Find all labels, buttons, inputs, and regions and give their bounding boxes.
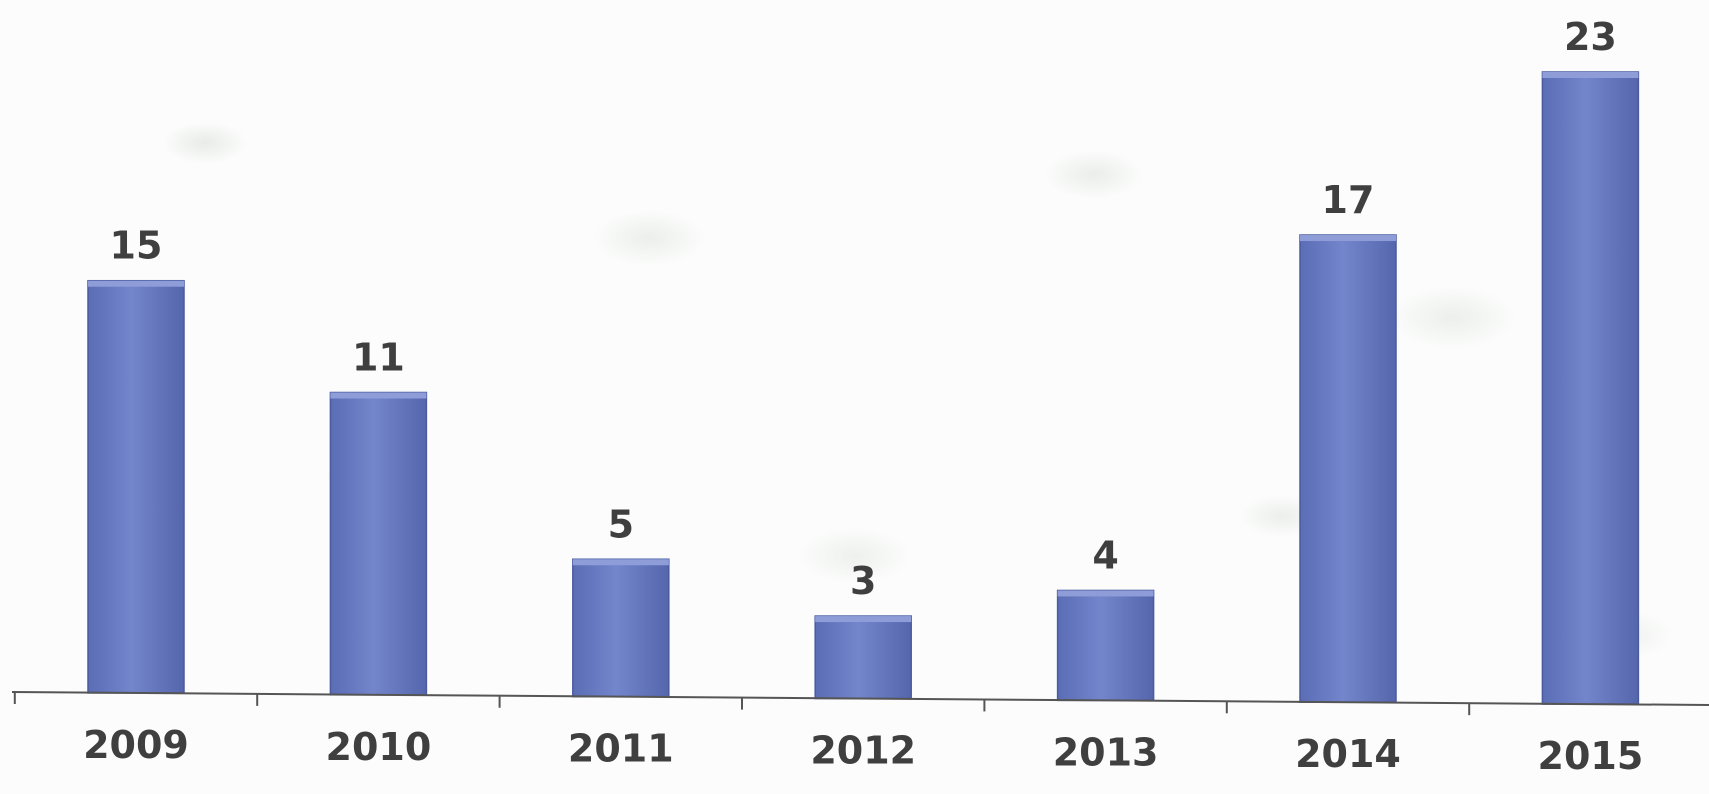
bars-layer [87, 71, 1640, 705]
x-tick-label-2011: 2011 [568, 727, 674, 771]
x-tick-label-2009: 2009 [83, 723, 189, 767]
data-label-2011: 5 [608, 502, 634, 546]
bar-2012 [814, 615, 912, 700]
bar-top-highlight-2010 [330, 392, 427, 399]
x-tick-label-2010: 2010 [326, 725, 432, 769]
x-tick-label-2014: 2014 [1295, 732, 1401, 776]
bar-2010 [329, 391, 428, 696]
bar-top-highlight-2012 [815, 616, 912, 623]
bar-top-highlight-2014 [1300, 235, 1396, 242]
data-label-2010: 11 [352, 336, 405, 380]
data-label-2013: 4 [1092, 533, 1118, 577]
x-axis-line [11, 691, 1709, 706]
axis-ticks-layer [13, 692, 1471, 716]
bar-2009 [87, 279, 185, 694]
bar-2015 [1541, 71, 1640, 705]
bar-top-highlight-2009 [88, 280, 184, 287]
bar-2011 [572, 558, 670, 698]
data-label-2009: 15 [110, 224, 163, 268]
bar-top-highlight-2015 [1542, 72, 1639, 78]
x-tick-label-2015: 2015 [1538, 734, 1644, 778]
bar-2013 [1056, 589, 1155, 702]
bar-top-highlight-2013 [1057, 590, 1154, 597]
x-tick-label-2013: 2013 [1053, 730, 1159, 774]
data-label-2015: 23 [1564, 15, 1617, 59]
bar-2014 [1299, 234, 1397, 703]
labels-layer: 15 2009 11 2010 5 2011 3 2012 4 2013 17 2014 23 2015 [83, 15, 1643, 778]
data-label-2012: 3 [850, 559, 876, 603]
x-tick-label-2012: 2012 [810, 729, 916, 773]
bar-top-highlight-2011 [572, 559, 669, 566]
data-label-2014: 17 [1322, 178, 1375, 222]
